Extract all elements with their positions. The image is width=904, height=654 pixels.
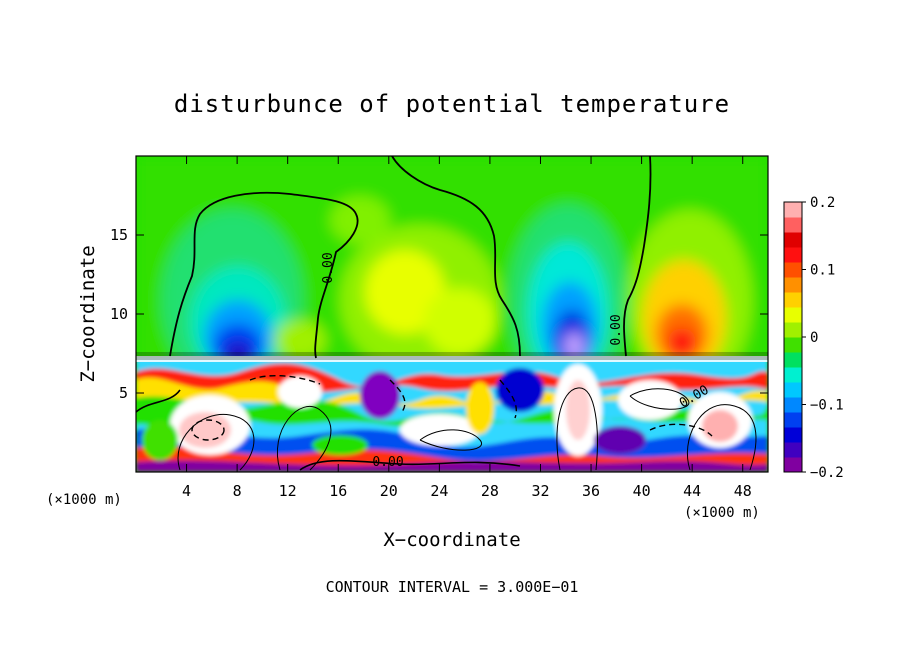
colorbar-swatch [784, 427, 802, 443]
heatmap-plot-area [136, 156, 768, 472]
colorbar-swatch [784, 457, 802, 473]
x-tick-label: 48 [734, 482, 752, 500]
chart-title: disturbunce of potential temperature [174, 90, 730, 118]
contour-interval-note: CONTOUR INTERVAL = 3.000E−01 [326, 578, 579, 596]
colorbar-swatch [784, 397, 802, 413]
colorbar-tick-label: −0.2 [810, 465, 844, 481]
zero-contours-upper [169, 156, 652, 359]
x-tick-label: 20 [380, 482, 398, 500]
colorbar-swatch [784, 262, 802, 278]
colorbar-swatch [784, 277, 802, 293]
colorbar-tick-label: 0 [810, 330, 818, 346]
colorbar-swatch [784, 307, 802, 323]
x-tick-label: 32 [531, 482, 549, 500]
colorbar-swatch [784, 322, 802, 338]
y-axis-label: Z−coordinate [77, 245, 99, 382]
x-tick-label: 28 [481, 482, 499, 500]
colorbar-swatch [784, 337, 802, 353]
colorbar-swatch [784, 247, 802, 263]
y-axis-unit: (×1000 m) [46, 492, 122, 508]
lower-zero-contours [136, 389, 521, 471]
contour-label: 0.00 [609, 314, 624, 345]
colorbar-swatch [784, 232, 802, 248]
colorbar-tick-label: −0.1 [810, 398, 844, 414]
colorbar-swatch [784, 367, 802, 383]
x-tick-label: 8 [233, 482, 242, 500]
colorbar-swatch [784, 292, 802, 308]
x-axis-ticks: 4 8 12 16 20 24 28 32 36 40 44 48 [182, 156, 752, 500]
colorbar-tick-label: 0.1 [810, 263, 835, 279]
y-tick-label: 5 [119, 384, 128, 402]
x-tick-label: 44 [683, 482, 701, 500]
x-tick-label: 16 [329, 482, 347, 500]
y-tick-label: 15 [110, 226, 128, 244]
colorbar-swatch [784, 352, 802, 368]
y-axis-ticks: 5 10 15 [110, 226, 768, 402]
contour-label: 0.00 [321, 252, 336, 283]
lower-thin-contours [177, 387, 757, 471]
x-tick-label: 40 [633, 482, 651, 500]
colorbar-swatch [784, 412, 802, 428]
x-axis-unit: (×1000 m) [684, 505, 760, 521]
contour-label: 0.00 [372, 455, 403, 470]
x-tick-label: 4 [182, 482, 191, 500]
x-tick-label: 36 [582, 482, 600, 500]
colorbar-swatch [784, 217, 802, 233]
x-tick-label: 12 [279, 482, 297, 500]
colorbar-swatch [784, 442, 802, 458]
colorbar-swatch [784, 202, 802, 218]
colorbar-tick-label: 0.2 [810, 195, 835, 211]
x-tick-label: 24 [430, 482, 448, 500]
colorbar-swatch [784, 382, 802, 398]
lower-dashed-contours [191, 375, 713, 441]
heatmap-upper-field [136, 156, 768, 358]
x-axis-label: X−coordinate [383, 529, 520, 551]
heatmap-lower-field [136, 356, 768, 472]
colorbar: 0.2 0.1 0 −0.1 −0.2 [783, 195, 844, 481]
y-tick-label: 10 [110, 305, 128, 323]
